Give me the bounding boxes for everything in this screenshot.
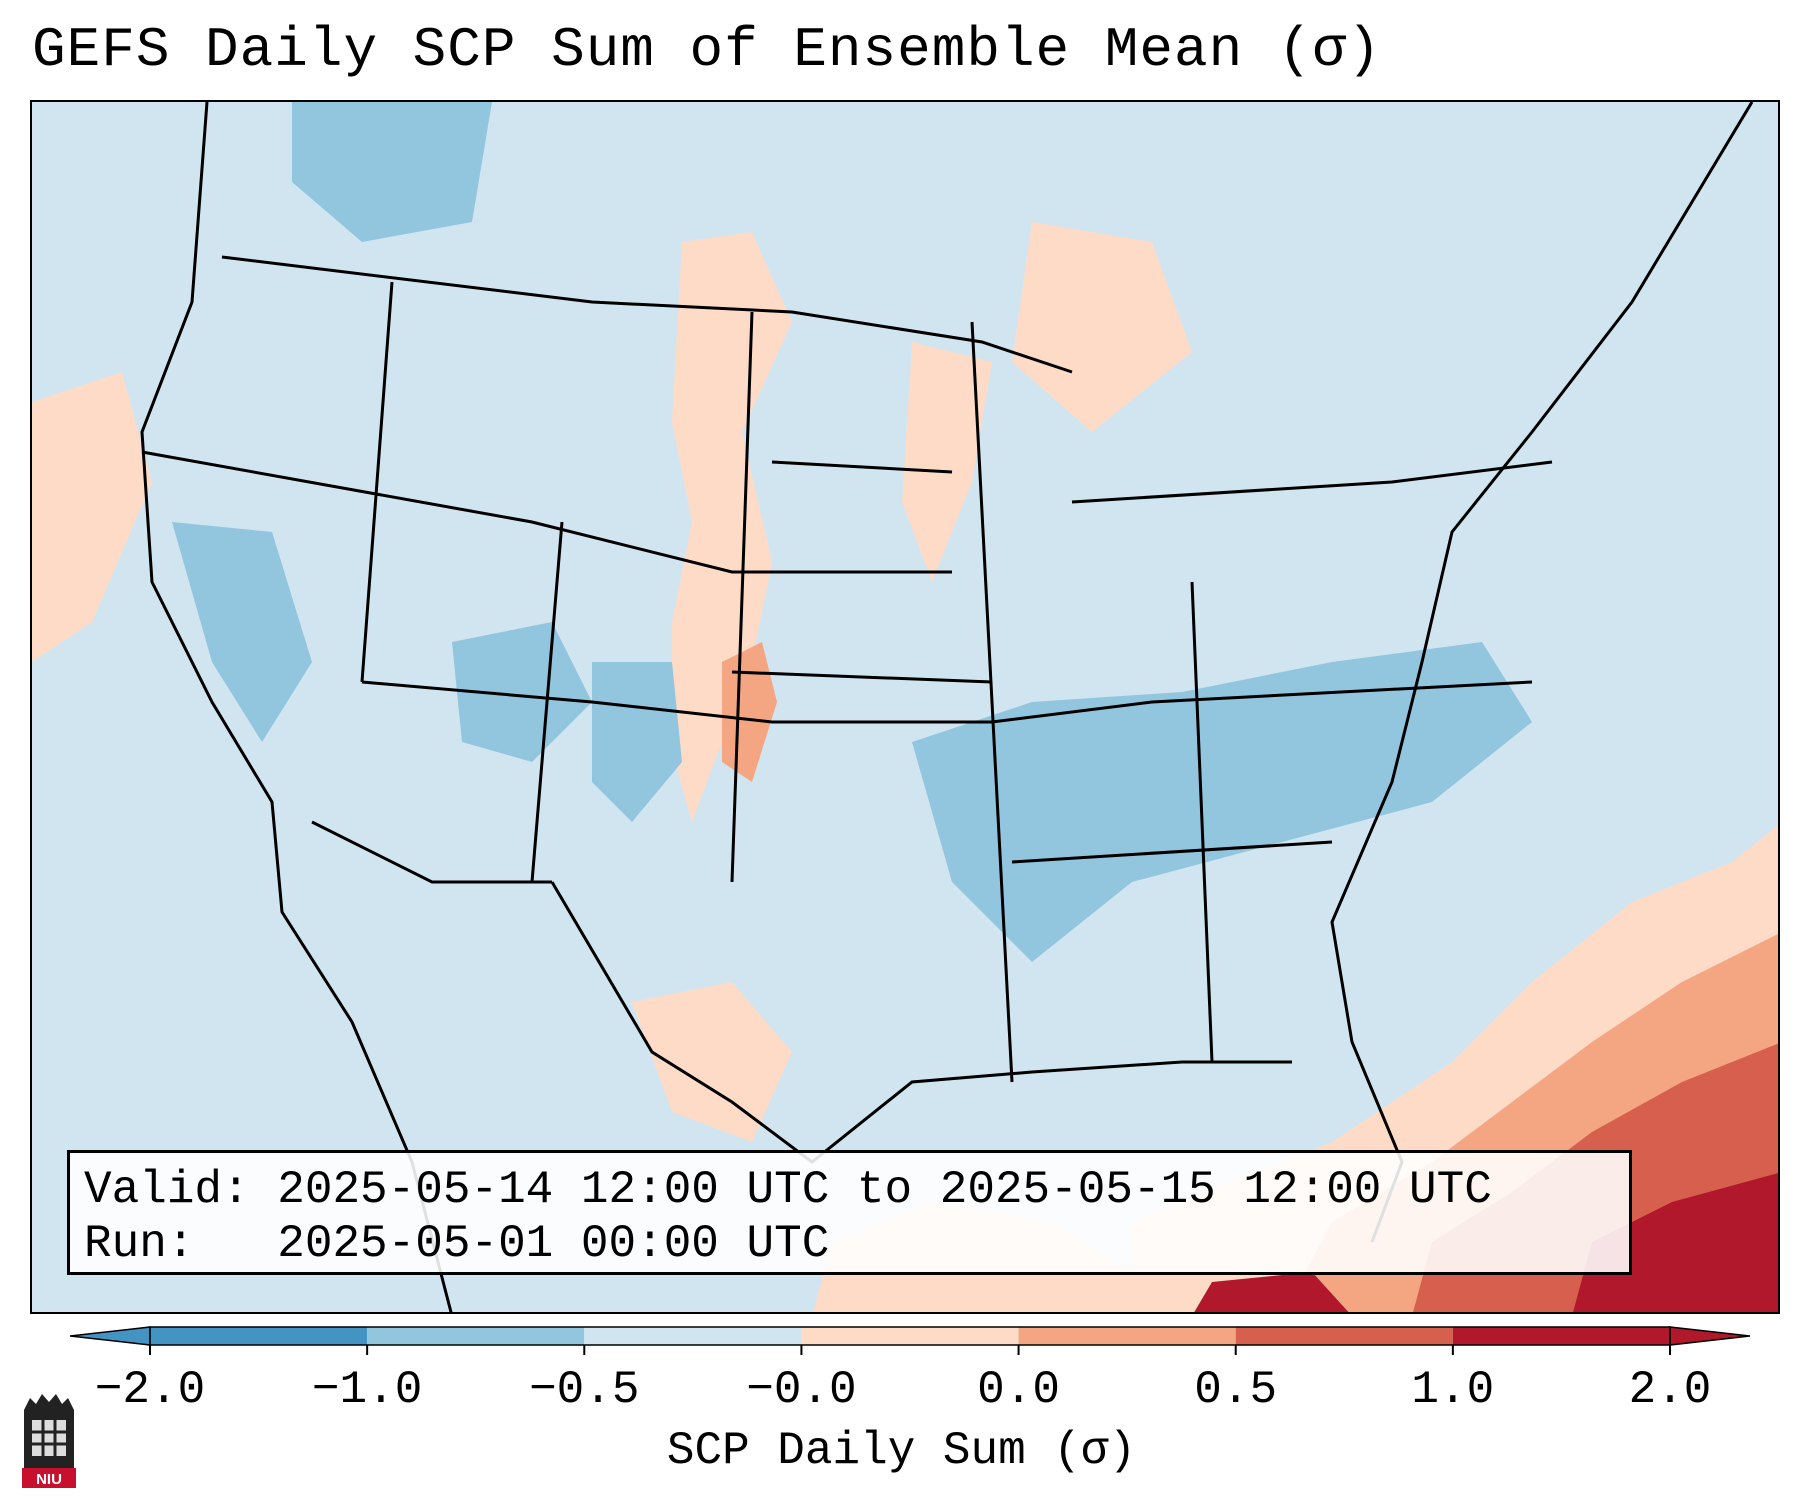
valid-time-box: Valid: 2025-05-14 12:00 UTC to 2025-05-1… [67, 1150, 1632, 1275]
negative-region-northwest [292, 102, 492, 242]
state-line-3 [360, 281, 394, 683]
colorbar-tick-label: −0.0 [746, 1364, 857, 1416]
map-panel [30, 100, 1780, 1314]
border-canada [221, 255, 1073, 374]
colorbar-tick-label: −0.5 [529, 1364, 640, 1416]
coastline-east [1330, 102, 1754, 1243]
colorbar-segment [150, 1327, 368, 1345]
map-canvas [32, 102, 1778, 1312]
colorbar-segment [801, 1327, 1019, 1345]
colorbar [70, 1326, 1750, 1355]
anomaly-region-dakotas [902, 342, 992, 582]
colorbar-tick-label: −1.0 [311, 1364, 423, 1416]
state-line-9 [771, 460, 953, 474]
colorbar-outline [149, 1326, 1671, 1346]
anomaly-region-gulf-high [1194, 1272, 1349, 1312]
colorbar-tick-label: −2.0 [94, 1364, 206, 1416]
state-line-11 [1071, 460, 1553, 504]
state-line-2 [361, 680, 1533, 724]
colorbar-tick-label: 2.0 [1628, 1364, 1712, 1416]
colorbar-segment [1018, 1327, 1236, 1345]
colorbar-segment [1452, 1327, 1670, 1345]
state-borders [140, 102, 1754, 1312]
negative-region-basin [452, 622, 592, 762]
state-line-1 [141, 450, 952, 574]
svg-text:NIU: NIU [36, 1471, 62, 1488]
state-line-5 [730, 311, 754, 883]
colorbar-segment [367, 1327, 585, 1345]
anomaly-field [32, 102, 1778, 1312]
anomaly-region-texas [632, 982, 792, 1142]
colorbar-segment [584, 1327, 802, 1345]
state-line-8 [1011, 840, 1333, 864]
anomaly-region-front-range [722, 642, 777, 782]
colorbar-label: SCP Daily Sum (σ) [666, 1425, 1137, 1477]
niu-logo-icon: NIU [22, 1394, 76, 1488]
coastline-gulf [550, 881, 1292, 1164]
map-title: GEFS Daily SCP Sum of Ensemble Mean (σ) [32, 18, 1382, 82]
state-line-4 [530, 521, 564, 883]
valid-time-line: Valid: 2025-05-14 12:00 UTC to 2025-05-1… [84, 1164, 1492, 1216]
colorbar-extend-low [70, 1326, 151, 1346]
colorbar-tick-label: 0.0 [977, 1364, 1060, 1416]
coastline-west [140, 102, 453, 1312]
border-mexico [311, 820, 552, 884]
anomaly-region-greatlakes [1012, 222, 1192, 432]
colorbar-tick-label: 0.5 [1194, 1364, 1278, 1416]
negative-region-colorado [592, 662, 682, 822]
anomaly-region-plains [672, 232, 792, 822]
colorbar-segment [1235, 1327, 1453, 1345]
state-line-7 [1190, 581, 1214, 1063]
negative-region-midsouth [912, 642, 1532, 962]
state-line-6 [970, 321, 1014, 1083]
colorbar-extend-high [1669, 1326, 1750, 1346]
negative-region-west [172, 522, 312, 742]
anomaly-region-caribbean [1573, 1173, 1778, 1312]
state-line-10 [731, 670, 993, 684]
anomaly-region-westcoast [32, 372, 152, 662]
run-time-line: Run: 2025-05-01 00:00 UTC [84, 1218, 830, 1270]
colorbar-tick-label: 1.0 [1411, 1364, 1495, 1416]
